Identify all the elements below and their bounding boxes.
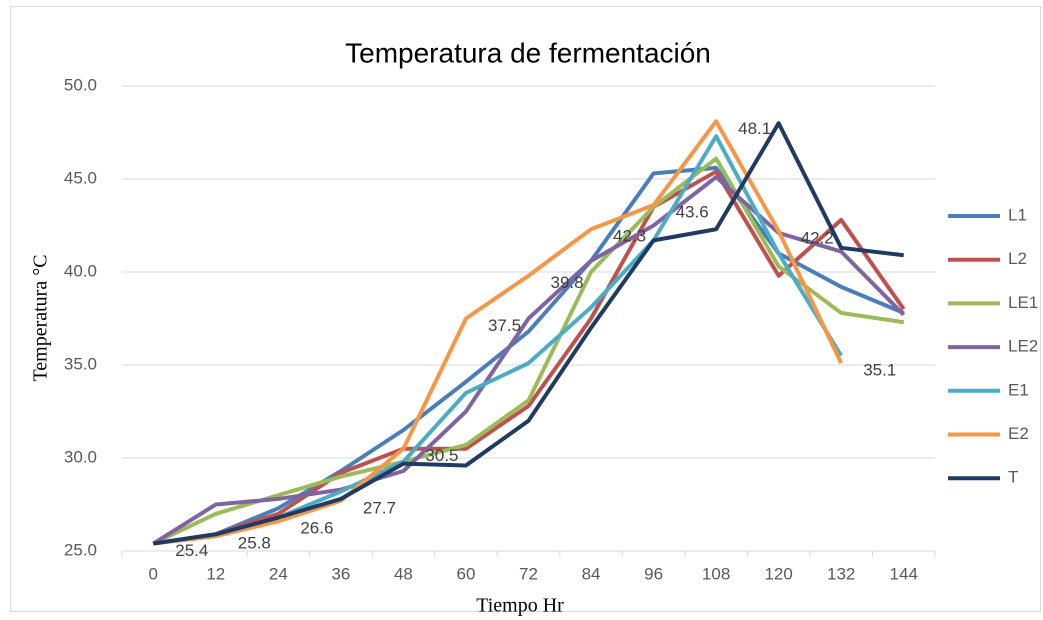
y-tick-label: 35.0	[64, 354, 97, 373]
legend-label: E2	[1008, 424, 1029, 443]
y-tick-label: 45.0	[64, 168, 97, 187]
x-tick-label: 96	[644, 564, 663, 583]
data-label: 42.3	[613, 227, 646, 246]
x-tick-label: 108	[702, 564, 730, 583]
series-line	[152, 121, 904, 546]
legend-label: LE2	[1008, 337, 1038, 356]
y-tick-label: 50.0	[64, 75, 97, 94]
data-label: 48.1	[738, 119, 771, 138]
y-tick-label: 40.0	[64, 261, 97, 280]
legend-label: L2	[1008, 249, 1027, 268]
x-tick-label: 12	[206, 564, 225, 583]
data-label: 42.2	[801, 229, 834, 248]
x-tick-label: 132	[827, 564, 855, 583]
data-label: 30.5	[425, 446, 458, 465]
series-line	[152, 156, 905, 546]
chart-border	[10, 6, 1041, 612]
x-tick-label: 72	[519, 564, 538, 583]
data-label: 26.6	[300, 519, 333, 538]
y-axis-label: Temperatura °C	[30, 254, 52, 381]
data-label: 25.4	[175, 541, 208, 560]
legend-label: L1	[1008, 205, 1027, 224]
data-label: 37.5	[488, 316, 521, 335]
series-line	[153, 119, 843, 546]
x-tick-label: 0	[149, 564, 158, 583]
data-label: 27.7	[363, 498, 396, 517]
y-tick-label: 30.0	[64, 447, 97, 466]
data-label: 43.6	[676, 203, 709, 222]
legend-label: LE1	[1008, 293, 1038, 312]
x-tick-label: 144	[890, 564, 918, 583]
x-tick-label: 120	[764, 564, 792, 583]
legend-label: T	[1008, 468, 1018, 487]
x-axis-label: Tiempo Hr	[476, 595, 564, 617]
x-tick-label: 36	[331, 564, 350, 583]
x-tick-label: 84	[582, 564, 601, 583]
legend-label: E1	[1008, 380, 1029, 399]
data-label: 35.1	[863, 361, 896, 380]
data-label: 39.8	[551, 273, 584, 292]
x-tick-label: 60	[457, 564, 476, 583]
x-tick-label: 24	[269, 564, 288, 583]
chart-title: Temperatura de fermentación	[345, 37, 711, 68]
x-tick-label: 48	[394, 564, 413, 583]
data-label: 25.8	[238, 534, 271, 553]
y-tick-label: 25.0	[64, 540, 97, 559]
series-line	[152, 169, 906, 546]
